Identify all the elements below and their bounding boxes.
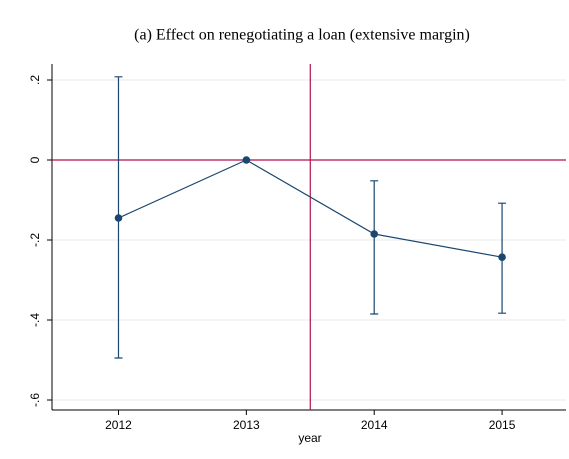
y-tick-label: .2 xyxy=(28,75,42,85)
y-tick-label: -.6 xyxy=(28,393,42,407)
x-tick-label: 2012 xyxy=(105,418,132,432)
x-axis-label: year xyxy=(298,431,321,445)
x-tick-label: 2014 xyxy=(361,418,388,432)
x-tick-label: 2013 xyxy=(233,418,260,432)
series-line xyxy=(118,159,503,258)
y-tick-label: -.2 xyxy=(28,233,42,247)
data-point xyxy=(498,253,506,261)
data-point xyxy=(370,230,379,238)
x-tick-label: 2015 xyxy=(489,418,516,432)
error-bar xyxy=(370,180,379,315)
data-point xyxy=(242,156,251,164)
y-tick-label: 0 xyxy=(28,156,42,163)
data-point xyxy=(114,214,123,222)
chart-title: (a) Effect on renegotiating a loan (exte… xyxy=(134,27,470,44)
y-tick-label: -.4 xyxy=(28,313,42,327)
